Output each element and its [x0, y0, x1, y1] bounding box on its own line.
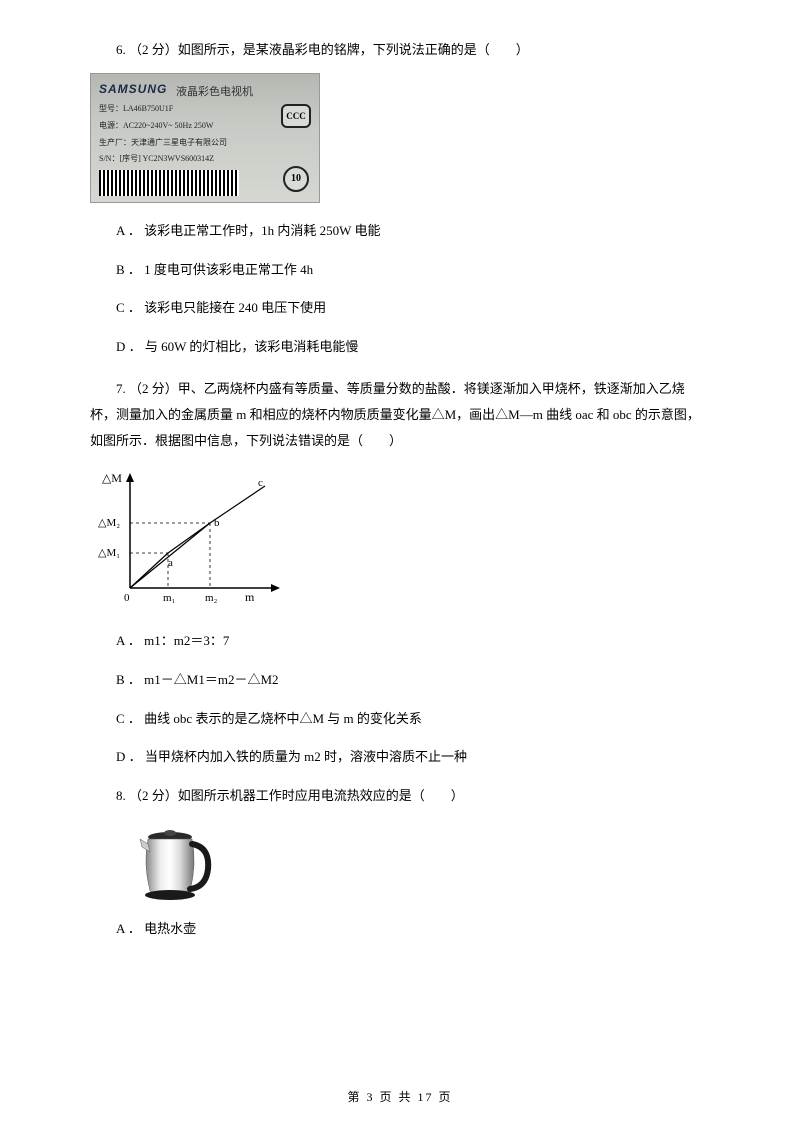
graph-label-a: a: [168, 557, 173, 569]
q7-option-a: A ． m1：m2＝3：7: [90, 631, 710, 652]
nameplate-model-label: 型号：: [99, 104, 123, 113]
q8-text: 8. （2 分）如图所示机器工作时应用电流热效应的是（ ）: [90, 786, 710, 807]
nameplate-power: 电源：AC220~240V~ 50Hz 250W: [99, 120, 311, 133]
nameplate-model-value: LA46B750U1F: [123, 104, 173, 113]
graph-xtick2: m₂: [205, 592, 218, 604]
q6-option-b: B ． 1 度电可供该彩电正常工作 4h: [90, 260, 710, 281]
graph-origin: 0: [124, 592, 130, 604]
q7-graph: △M △M₂ △M₁ m₁ m₂ m 0 a b c: [90, 468, 290, 613]
nameplate-model: 型号：LA46B750U1F: [99, 103, 311, 116]
tv-nameplate: SAMSUNG 液晶彩色电视机 型号：LA46B750U1F 电源：AC220~…: [90, 73, 320, 203]
nameplate-sn-label: S/N：[序号]: [99, 154, 141, 163]
nameplate-sn: S/N：[序号] YC2N3WVS600314Z: [99, 153, 311, 166]
q6-text: 6. （2 分）如图所示，是某液晶彩电的铭牌，下列说法正确的是（ ）: [90, 40, 710, 61]
nameplate-power-value: AC220~240V~ 50Hz 250W: [123, 121, 213, 130]
nameplate-power-label: 电源：: [99, 121, 123, 130]
q7-option-d: D ． 当甲烧杯内加入铁的质量为 m2 时，溶液中溶质不止一种: [90, 747, 710, 768]
nameplate-factory-label: 生产厂：: [99, 138, 131, 147]
q6-option-a: A ． 该彩电正常工作时，1h 内消耗 250W 电能: [90, 221, 710, 242]
graph-ytick2: △M₁: [98, 547, 120, 559]
q7-option-b: B ． m1－△M1＝m2－△M2: [90, 670, 710, 691]
nameplate-factory: 生产厂：天津通广三星电子有限公司: [99, 137, 311, 150]
graph-ylabel: △M: [102, 471, 122, 485]
nameplate-sn-value: YC2N3WVS600314Z: [142, 154, 214, 163]
circle-badge: 10: [283, 166, 309, 192]
graph-xlabel: m: [245, 590, 255, 604]
nameplate-title: 液晶彩色电视机: [176, 84, 253, 102]
graph-ytick1: △M₂: [98, 517, 120, 529]
q6-option-d: D ． 与 60W 的灯相比，该彩电消耗电能慢: [90, 337, 710, 358]
nameplate-factory-value: 天津通广三星电子有限公司: [131, 138, 227, 147]
page-footer: 第 3 页 共 17 页: [0, 1088, 800, 1107]
q6-option-c: C ． 该彩电只能接在 240 电压下使用: [90, 298, 710, 319]
barcode-icon: [99, 170, 239, 196]
graph-label-c: c: [258, 477, 263, 489]
q7-option-c: C ． 曲线 obc 表示的是乙烧杯中△M 与 m 的变化关系: [90, 709, 710, 730]
graph-xtick1: m₁: [163, 592, 176, 604]
kettle-image: [130, 819, 220, 909]
q8-option-a: A ． 电热水壶: [90, 919, 710, 940]
ccc-badge: CCC: [281, 104, 311, 128]
q7-text: 7. （2 分）甲、乙两烧杯内盛有等质量、等质量分数的盐酸．将镁逐渐加入甲烧杯，…: [90, 376, 710, 454]
graph-label-b: b: [214, 517, 220, 529]
